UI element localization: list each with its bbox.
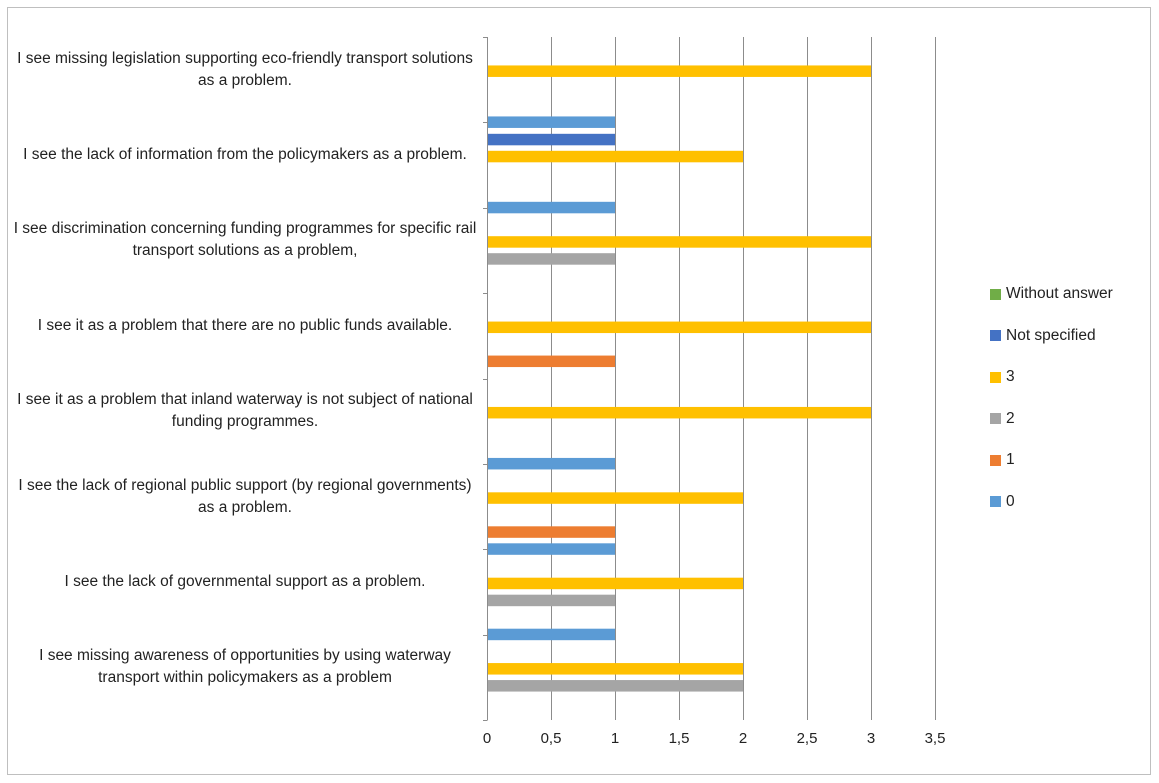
bar-3 <box>487 492 743 504</box>
bar-3 <box>487 577 743 590</box>
x-tick-label: 1 <box>611 730 619 747</box>
legend-swatch <box>990 454 1001 466</box>
bar-2 <box>487 253 615 265</box>
bar-3 <box>487 406 871 419</box>
category-label: I see the lack of governmental support a… <box>64 572 426 590</box>
legend-swatch <box>990 330 1001 341</box>
category-label: I see the lack of regional public suppor… <box>18 476 472 516</box>
bar-0 <box>487 201 615 214</box>
category-label: I see discrimination concerning funding … <box>13 220 477 260</box>
bar-0 <box>487 457 615 470</box>
bar-3 <box>487 663 743 675</box>
legend-label: 3 <box>1006 368 1015 385</box>
legend-label: 1 <box>1006 451 1015 468</box>
category-label: I see it as a problem that there are no … <box>37 316 453 334</box>
bar-2 <box>487 594 615 607</box>
category-label: I see the lack of information from the p… <box>23 146 467 164</box>
bar-0 <box>487 116 615 128</box>
bar-3 <box>487 236 871 248</box>
legend-item: 1 <box>990 451 1015 469</box>
bar-0 <box>487 543 615 555</box>
x-tick-label: 2 <box>739 730 747 747</box>
legend-swatch <box>990 288 1001 300</box>
legend-item: Without answer <box>990 285 1113 303</box>
legend-swatch <box>990 413 1001 424</box>
legend-item: 2 <box>990 410 1015 428</box>
bar-1 <box>487 355 615 368</box>
legend-item: Not specified <box>990 327 1096 345</box>
legend-label: 2 <box>1006 409 1015 427</box>
legend-item: 0 <box>990 493 1015 511</box>
legend-swatch <box>990 496 1001 507</box>
bar-1 <box>487 526 615 538</box>
legend-swatch <box>990 371 1001 383</box>
category-label: I see missing legislation supporting eco… <box>17 49 473 89</box>
chart-border <box>7 7 1151 775</box>
bar-3 <box>487 321 871 334</box>
bar-3 <box>487 65 871 77</box>
x-tick-label: 2,5 <box>797 730 818 747</box>
bar-2 <box>487 680 743 692</box>
x-tick-label: 0 <box>483 730 491 747</box>
x-tick-label: 1,5 <box>669 730 690 747</box>
legend-item: 3 <box>990 368 1015 386</box>
category-label: I see missing awareness of opportunities… <box>39 647 451 687</box>
x-tick-label: 0,5 <box>541 730 562 747</box>
category-label: I see it as a problem that inland waterw… <box>17 391 473 431</box>
x-tick-label: 3 <box>867 730 875 747</box>
legend-label: 0 <box>1006 492 1015 510</box>
x-tick-label: 3,5 <box>925 730 946 747</box>
bar-0 <box>487 628 615 641</box>
legend-label: Not specified <box>1006 326 1096 344</box>
bar-3 <box>487 150 743 163</box>
legend-label: Without answer <box>1006 285 1113 302</box>
bar-not-specified <box>487 133 615 146</box>
